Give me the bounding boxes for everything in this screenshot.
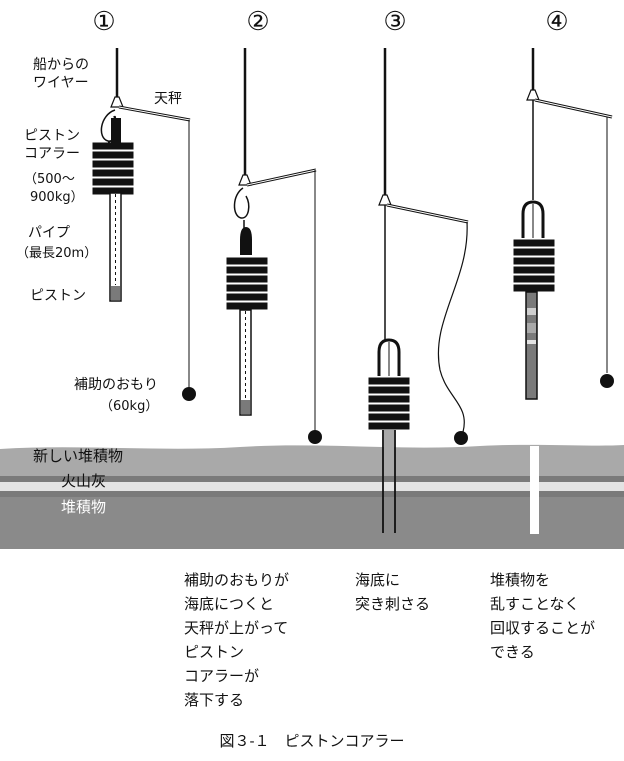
step-4-caption: 堆積物を 乱すことなく 回収することが できる <box>490 571 595 661</box>
pipe-label-line-2: （最長20m） <box>16 246 97 261</box>
step-number-3: ③ <box>383 7 406 37</box>
svg-text:海底に: 海底に <box>355 571 400 589</box>
balance-label: 天秤 <box>154 91 182 107</box>
band-lower <box>0 491 624 497</box>
step-2-caption: 補助のおもりが 海底につくと 天秤が上がって ピストン コアラーが 落下する <box>184 571 289 709</box>
svg-text:回収することが: 回収することが <box>490 619 595 637</box>
step-3-caption: 海底に 突き刺さる <box>355 571 430 613</box>
svg-text:落下する: 落下する <box>184 691 244 709</box>
ash-layer <box>0 482 624 491</box>
figure-title: 図３-１ ピストンコアラー <box>219 732 404 750</box>
step-2-weight <box>308 430 322 444</box>
step-4-weight <box>600 374 614 388</box>
seabed-layers <box>0 444 624 549</box>
weight-label-line-1: 補助のおもり <box>74 377 158 393</box>
sediment-layer <box>0 497 624 549</box>
sediment-label: 堆積物 <box>61 498 106 516</box>
pipe-label-line-1: パイプ <box>28 225 70 241</box>
svg-text:天秤が上がって: 天秤が上がって <box>184 619 288 637</box>
wire-label-line-2: ワイヤー <box>33 75 89 91</box>
ash-label: 火山灰 <box>61 472 106 490</box>
corer-label-line-4: 900kg） <box>30 190 84 205</box>
step-3-weight <box>454 431 468 445</box>
corer-label-line-2: コアラー <box>24 146 80 162</box>
svg-text:突き刺さる: 突き刺さる <box>355 595 430 613</box>
recovered-core-hole <box>530 446 539 534</box>
corer-label-line-1: ピストン <box>24 128 80 144</box>
svg-text:コアラーが: コアラーが <box>184 667 259 685</box>
svg-text:堆積物を: 堆積物を <box>490 571 550 589</box>
svg-text:ピストン: ピストン <box>184 643 244 661</box>
step-number-4: ④ <box>545 7 568 37</box>
step-4-apparatus <box>513 48 613 400</box>
weight-label-line-2: （60kg） <box>100 399 158 414</box>
step-2-apparatus <box>226 48 317 430</box>
step-3-apparatus <box>368 48 469 533</box>
svg-text:補助のおもりが: 補助のおもりが <box>184 571 289 589</box>
piston-label: ピストン <box>30 288 86 304</box>
new-sediment-label: 新しい堆積物 <box>33 447 123 465</box>
step-number-2: ② <box>246 7 269 37</box>
step-1-weight <box>182 387 196 401</box>
corer-label-line-3: （500～ <box>24 172 75 187</box>
new-sediment-layer <box>0 444 624 476</box>
svg-text:できる: できる <box>490 643 535 661</box>
svg-text:海底につくと: 海底につくと <box>184 595 274 613</box>
wire-label-line-1: 船からの <box>33 57 89 73</box>
step-1-apparatus <box>92 48 191 388</box>
band-upper <box>0 476 624 482</box>
svg-text:乱すことなく: 乱すことなく <box>490 595 580 613</box>
step-number-1: ① <box>92 7 115 37</box>
